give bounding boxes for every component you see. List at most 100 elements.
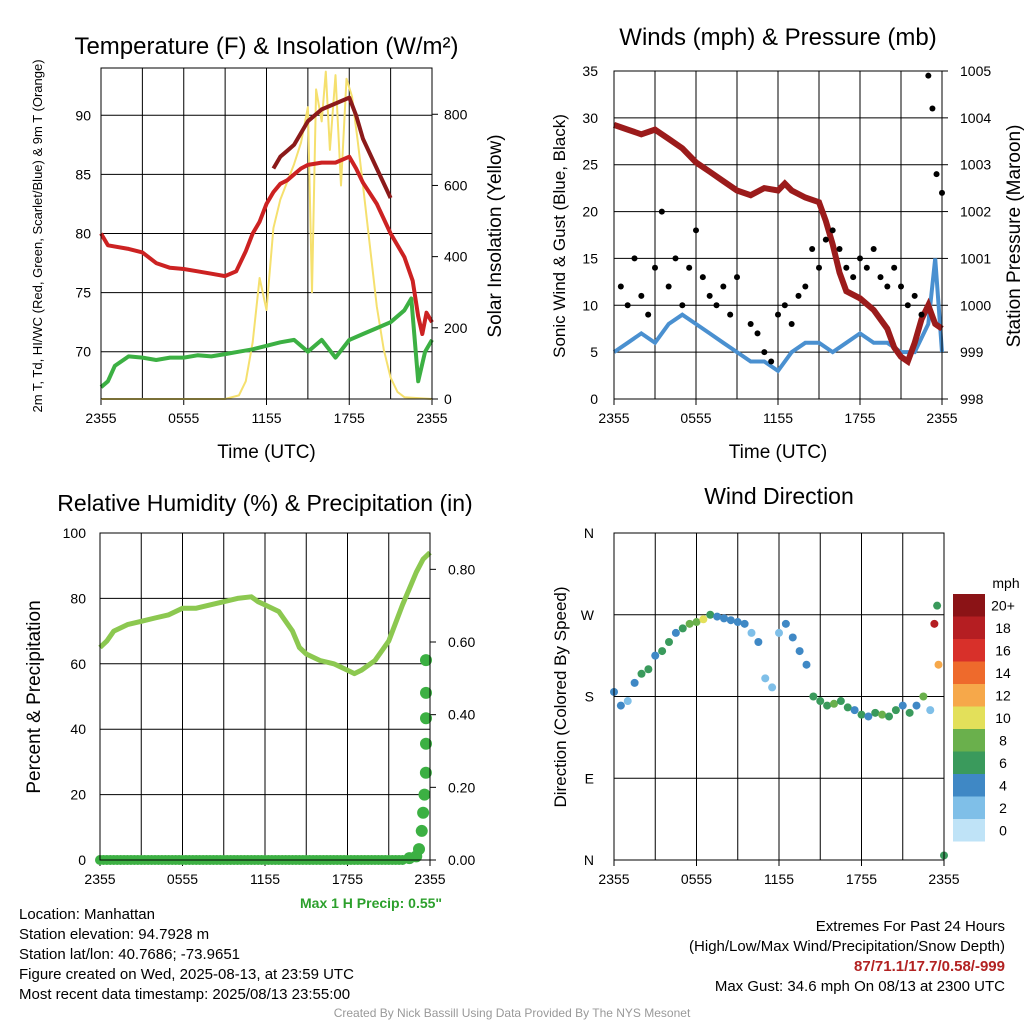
colorbar-label: 18 [995, 620, 1011, 636]
gust-point [891, 264, 898, 271]
x-tick-label: 2355 [414, 871, 445, 887]
y-tick-label: 10 [582, 297, 598, 313]
gust-point [925, 72, 932, 79]
chart-title: Relative Humidity (%) & Precipitation (i… [57, 490, 472, 516]
direction-point [830, 699, 838, 708]
elevation-text: Station elevation: 94.7928 m [19, 926, 210, 943]
pressure-series [613, 122, 944, 367]
direction-point [671, 628, 680, 637]
direction-point [898, 701, 907, 710]
temperature-series [99, 154, 434, 336]
direction-point [809, 692, 818, 701]
direction-point [788, 633, 797, 642]
y2-tick-label: 0.40 [448, 707, 475, 723]
chart-panel-1: 2355 0555 1155 1755 2355 70 75 80 85 90 0 200 400 600… [30, 33, 506, 463]
direction-point [930, 619, 939, 628]
colorbar-label: 8 [999, 732, 1007, 748]
direction-point [616, 701, 625, 710]
y-tick-label: 80 [70, 590, 86, 606]
direction-point [823, 701, 832, 710]
x-tick-label: 0555 [680, 410, 711, 426]
y-tick-label: 40 [70, 721, 86, 737]
gust-point [775, 311, 781, 318]
y2-tick-label: 1001 [960, 250, 991, 266]
precip-point [420, 712, 432, 725]
x-tick-label: 1155 [250, 871, 280, 887]
colorbar-swatch [953, 751, 985, 774]
y2-tick-label: 400 [444, 249, 468, 265]
colorbar-label: 12 [995, 687, 1011, 703]
precip-point [418, 788, 431, 801]
y-tick-label: 80 [75, 226, 91, 242]
direction-point [651, 651, 660, 660]
gust-point [816, 264, 822, 271]
humidity-series [98, 550, 432, 677]
y2-axis-label: Station Pressure (Maroon) [1004, 125, 1024, 348]
x-tick-label: 0555 [168, 410, 199, 426]
precip-point [420, 737, 432, 750]
gust-point [706, 292, 713, 299]
y2-tick-label: 800 [444, 106, 468, 122]
direction-point [891, 706, 900, 715]
plot-frame [99, 532, 431, 861]
y2-tick-label: 1004 [960, 110, 991, 126]
direction-point [685, 619, 694, 628]
direction-point [802, 660, 811, 669]
x-axis-label: Time (UTC) [729, 442, 828, 463]
x-tick-label: 2355 [926, 410, 957, 426]
gust-point [836, 246, 843, 253]
gust-point [747, 321, 754, 328]
y-tick-label: 100 [63, 525, 87, 541]
x-tick-label: 1755 [846, 871, 877, 887]
y-axis-label: Direction (Colored By Speed) [551, 586, 570, 807]
gust-point [699, 274, 706, 281]
y-tick-label: 35 [582, 63, 598, 79]
y-tick-label: S [585, 689, 594, 705]
y-tick-label: 20 [70, 787, 86, 803]
gust-point [617, 283, 624, 290]
extremes-info: Extremes For Past 24 Hours (High/Low/Max… [689, 917, 1005, 997]
colorbar-label: 0 [999, 822, 1007, 838]
y-tick-label: 25 [582, 157, 598, 173]
x-tick-label: 2355 [598, 871, 629, 887]
direction-point [919, 692, 928, 701]
direction-point [630, 678, 639, 687]
x-tick-label: 1155 [251, 410, 281, 426]
x-tick-label: 0555 [681, 871, 712, 887]
gust-point [768, 358, 775, 365]
direction-point [864, 712, 873, 721]
extremes-subtitle: (High/Low/Max Wind/Precipitation/Snow De… [689, 938, 1005, 955]
plot-frame [613, 532, 945, 861]
direction-point [754, 638, 763, 646]
direction-point [775, 628, 783, 637]
y-tick-label: 15 [582, 250, 598, 266]
y2-tick-label: 999 [960, 344, 984, 360]
direction-point [644, 665, 653, 674]
plot-frame [613, 70, 943, 400]
direction-point [720, 614, 728, 623]
gust-point [877, 274, 884, 281]
y2-tick-label: 200 [444, 320, 468, 336]
gust-point [658, 208, 665, 215]
y2-tick-label: 1002 [960, 204, 991, 220]
direction-point [678, 624, 687, 633]
direction-point [885, 712, 893, 721]
direction-point [733, 618, 742, 627]
x-tick-label: 1755 [332, 871, 363, 887]
precip-point [417, 806, 430, 819]
x-tick-label: 1155 [764, 871, 794, 887]
gust-point [829, 227, 836, 234]
y-tick-label: 85 [75, 166, 91, 182]
gust-point [686, 264, 693, 271]
gust-point [822, 236, 829, 243]
y-tick-label: 5 [590, 344, 598, 360]
direction-point [623, 697, 632, 706]
y-tick-label: 0 [590, 391, 598, 407]
y-tick-label: 20 [582, 204, 598, 220]
colorbar-swatch [953, 729, 985, 752]
gust-point [898, 283, 904, 290]
gust-point [857, 255, 863, 262]
dewpoint-series [99, 296, 434, 389]
y-tick-label: W [581, 607, 595, 623]
chart-panel-3: 2355 0555 1155 1755 2355 0 20 40 60 80 100 0.00 0.20… [24, 490, 475, 887]
